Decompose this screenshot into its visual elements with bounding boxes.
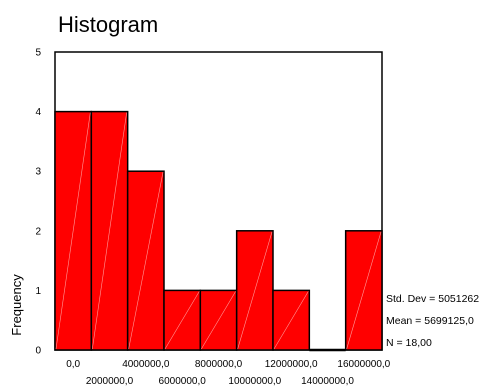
x-tick-label-1: 2000000,0 — [86, 376, 134, 387]
histogram-bar-hatch-3 — [164, 291, 200, 350]
y-axis-label: Frequency — [9, 274, 24, 336]
histogram-bar-hatch-5 — [237, 231, 273, 350]
y-tick-label-3: 3 — [35, 167, 41, 178]
stat-n: N = 18,00 — [386, 337, 432, 349]
histogram-bar-hatch-8 — [346, 231, 382, 350]
histogram-bar-hatch-0 — [55, 112, 91, 350]
y-axis-ticks: 0 1 2 3 4 5 — [35, 48, 41, 357]
stat-std-dev: Std. Dev = 5051262 — [386, 293, 479, 305]
x-tick-label-4: 8000000,0 — [195, 359, 243, 370]
histogram-bar-hatch-2 — [128, 172, 164, 350]
y-tick-label-2: 2 — [35, 226, 41, 237]
x-tick-label-6: 12000000,0 — [265, 359, 318, 370]
x-tick-label-3: 6000000,0 — [159, 376, 207, 387]
x-tick-label-7: 14000000,0 — [301, 376, 354, 387]
y-tick-label-4: 4 — [35, 107, 41, 118]
x-axis-ticks: 0,0 2000000,0 4000000,0 6000000,0 8000000,0 1… — [66, 359, 390, 387]
stat-mean: Mean = 5699125,0 — [386, 315, 474, 327]
x-tick-label-2: 4000000,0 — [122, 359, 170, 370]
bars — [54, 110, 383, 352]
x-tick-label-0: 0,0 — [66, 359, 80, 370]
y-tick-label-0: 0 — [35, 346, 41, 357]
histogram-bar-hatch-1 — [92, 112, 127, 350]
histogram-bar-hatch-6 — [273, 291, 309, 350]
histogram-bar-8 — [344, 230, 383, 351]
y-tick-label-1: 1 — [35, 286, 41, 297]
y-tick-label-5: 5 — [35, 48, 41, 59]
x-tick-label-5: 10000000,0 — [228, 376, 281, 387]
histogram-bar-hatch-4 — [201, 291, 236, 350]
chart-title: Histogram — [58, 12, 158, 37]
x-tick-label-8: 16000000,0 — [337, 359, 390, 370]
